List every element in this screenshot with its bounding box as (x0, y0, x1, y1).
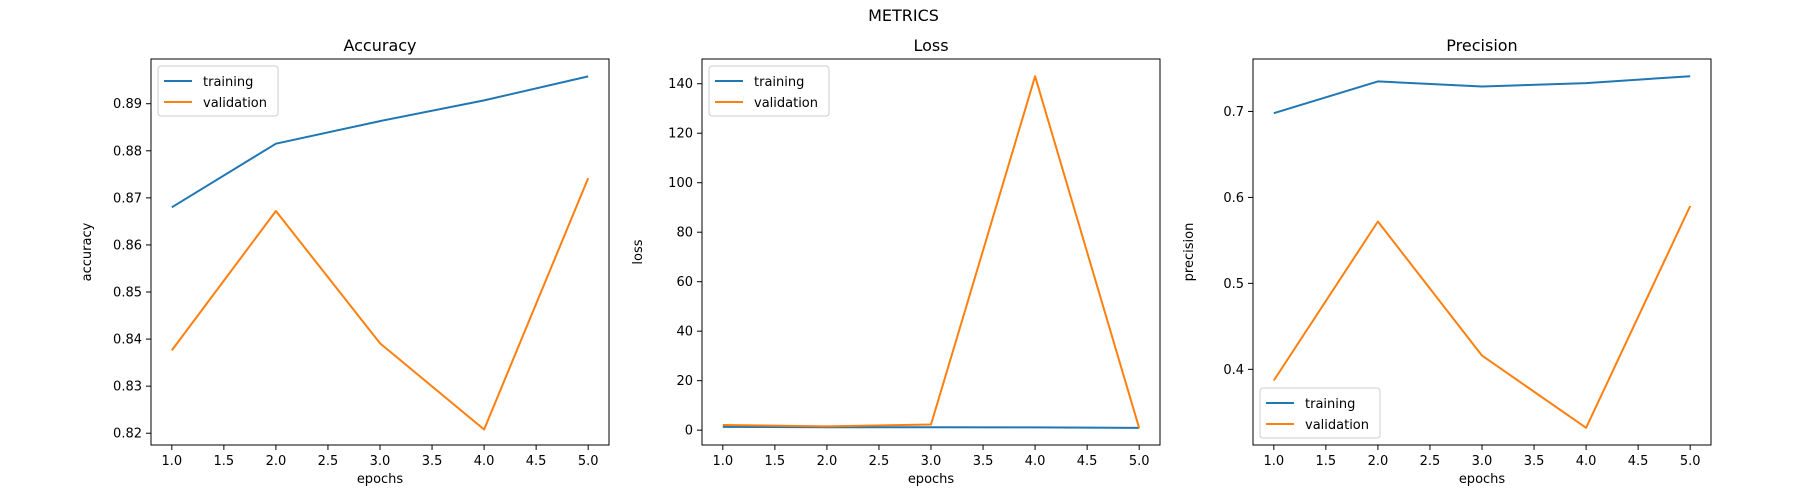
loss-legend-label-validation: validation (754, 96, 818, 111)
loss-ytick-label: 60 (676, 275, 693, 290)
figure-title: METRICS (868, 6, 939, 25)
loss-series-training (722, 425, 1140, 429)
precision-frame (1252, 58, 1712, 446)
loss-xtick-label: 3.5 (973, 454, 994, 469)
accuracy-ytick-label: 0.89 (113, 97, 142, 112)
loss-ytick-label: 0 (685, 424, 693, 439)
accuracy-ytick-label: 0.86 (113, 238, 142, 253)
accuracy-ylabel: accuracy (80, 222, 95, 281)
loss-frame (701, 58, 1161, 446)
precision-legend-label-training: training (1305, 397, 1355, 412)
precision-xlabel: epochs (1459, 472, 1506, 487)
accuracy-ytick-label: 0.85 (113, 286, 142, 301)
precision-title: Precision (1446, 36, 1517, 55)
accuracy-ytick-label: 0.87 (113, 191, 142, 206)
accuracy-xtick-label: 2.5 (318, 454, 339, 469)
precision-ytick-label: 0.5 (1223, 277, 1244, 292)
precision-xtick-label: 2.0 (1368, 454, 1389, 469)
accuracy-ytick-label: 0.82 (113, 427, 142, 442)
accuracy-xtick-label: 4.0 (474, 454, 495, 469)
loss-xlabel: epochs (908, 472, 955, 487)
loss-ytick-label: 20 (676, 374, 693, 389)
accuracy-series-validation (170, 177, 590, 431)
loss-xtick-label: 4.0 (1025, 454, 1046, 469)
precision-series-validation (1272, 205, 1692, 429)
precision-legend-box (1259, 387, 1381, 439)
precision-ylabel: precision (1182, 223, 1197, 282)
accuracy-xtick-label: 2.0 (266, 454, 287, 469)
precision-xtick-label: 3.5 (1524, 454, 1545, 469)
precision-ytick-label: 0.4 (1223, 363, 1244, 378)
precision-xtick-label: 1.5 (1316, 454, 1337, 469)
accuracy-xtick-label: 1.5 (214, 454, 235, 469)
accuracy-xtick-label: 4.5 (526, 454, 547, 469)
loss-xtick-label: 4.5 (1077, 454, 1098, 469)
accuracy-xtick-label: 3.0 (370, 454, 391, 469)
accuracy-legend-box (157, 65, 279, 117)
loss-series-validation (722, 75, 1141, 429)
accuracy-frame (150, 58, 610, 446)
precision-legend: training validation (1259, 387, 1381, 439)
loss-ytick-label: 40 (676, 325, 693, 340)
loss-xtick-label: 1.5 (765, 454, 786, 469)
loss-legend: training validation (708, 65, 830, 117)
loss-ytick-label: 120 (668, 127, 693, 142)
accuracy-ytick-label: 0.88 (113, 144, 142, 159)
precision-axes: Precision 1.0 1.5 2.0 2.5 3.0 3.5 4.0 4.5 5.0 0.4 0… (1182, 36, 1712, 487)
loss-ytick-label: 80 (676, 226, 693, 241)
accuracy-ytick-label: 0.83 (113, 380, 142, 395)
accuracy-xtick-label: 5.0 (578, 454, 599, 469)
loss-xtick-label: 2.5 (869, 454, 890, 469)
accuracy-legend-label-training: training (203, 75, 253, 90)
precision-xtick-label: 5.0 (1680, 454, 1701, 469)
accuracy-xlabel: epochs (357, 472, 404, 487)
precision-ytick-label: 0.7 (1223, 105, 1244, 120)
precision-series-training (1273, 75, 1691, 115)
loss-ylabel: loss (631, 239, 646, 264)
accuracy-legend: training validation (157, 65, 279, 117)
loss-xtick-label: 3.0 (921, 454, 942, 469)
accuracy-title: Accuracy (343, 36, 416, 55)
loss-title: Loss (913, 36, 948, 55)
accuracy-ytick-label: 0.84 (113, 333, 142, 348)
accuracy-xtick-label: 3.5 (422, 454, 443, 469)
loss-legend-box (708, 65, 830, 117)
loss-legend-label-training: training (754, 75, 804, 90)
loss-axes: Loss 1.0 1.5 2.0 2.5 3.0 3.5 4.0 4.5 5.0 0 20 40 60 80… (631, 36, 1161, 487)
precision-xtick-label: 2.5 (1420, 454, 1441, 469)
loss-xtick-label: 2.0 (817, 454, 838, 469)
precision-xtick-label: 1.0 (1263, 454, 1284, 469)
accuracy-series-training (171, 75, 589, 209)
precision-xtick-label: 4.0 (1576, 454, 1597, 469)
loss-xtick-label: 5.0 (1129, 454, 1150, 469)
precision-xtick-label: 4.5 (1628, 454, 1649, 469)
precision-legend-label-validation: validation (1305, 418, 1369, 433)
loss-ytick-label: 140 (668, 77, 693, 92)
accuracy-legend-label-validation: validation (203, 96, 267, 111)
accuracy-axes: Accuracy 1.0 1.5 2.0 2.5 3.0 3.5 4.0 4.5 5.0 0.82 0… (80, 36, 610, 487)
loss-ytick-label: 100 (668, 176, 693, 191)
accuracy-xtick-label: 1.0 (161, 454, 182, 469)
precision-ytick-label: 0.6 (1223, 191, 1244, 206)
precision-xtick-label: 3.0 (1472, 454, 1493, 469)
loss-xtick-label: 1.0 (712, 454, 733, 469)
